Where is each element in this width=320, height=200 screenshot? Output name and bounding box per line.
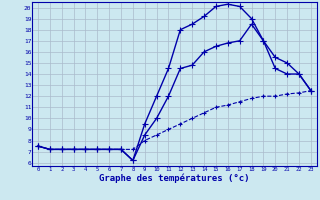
- X-axis label: Graphe des températures (°c): Graphe des températures (°c): [99, 173, 250, 183]
